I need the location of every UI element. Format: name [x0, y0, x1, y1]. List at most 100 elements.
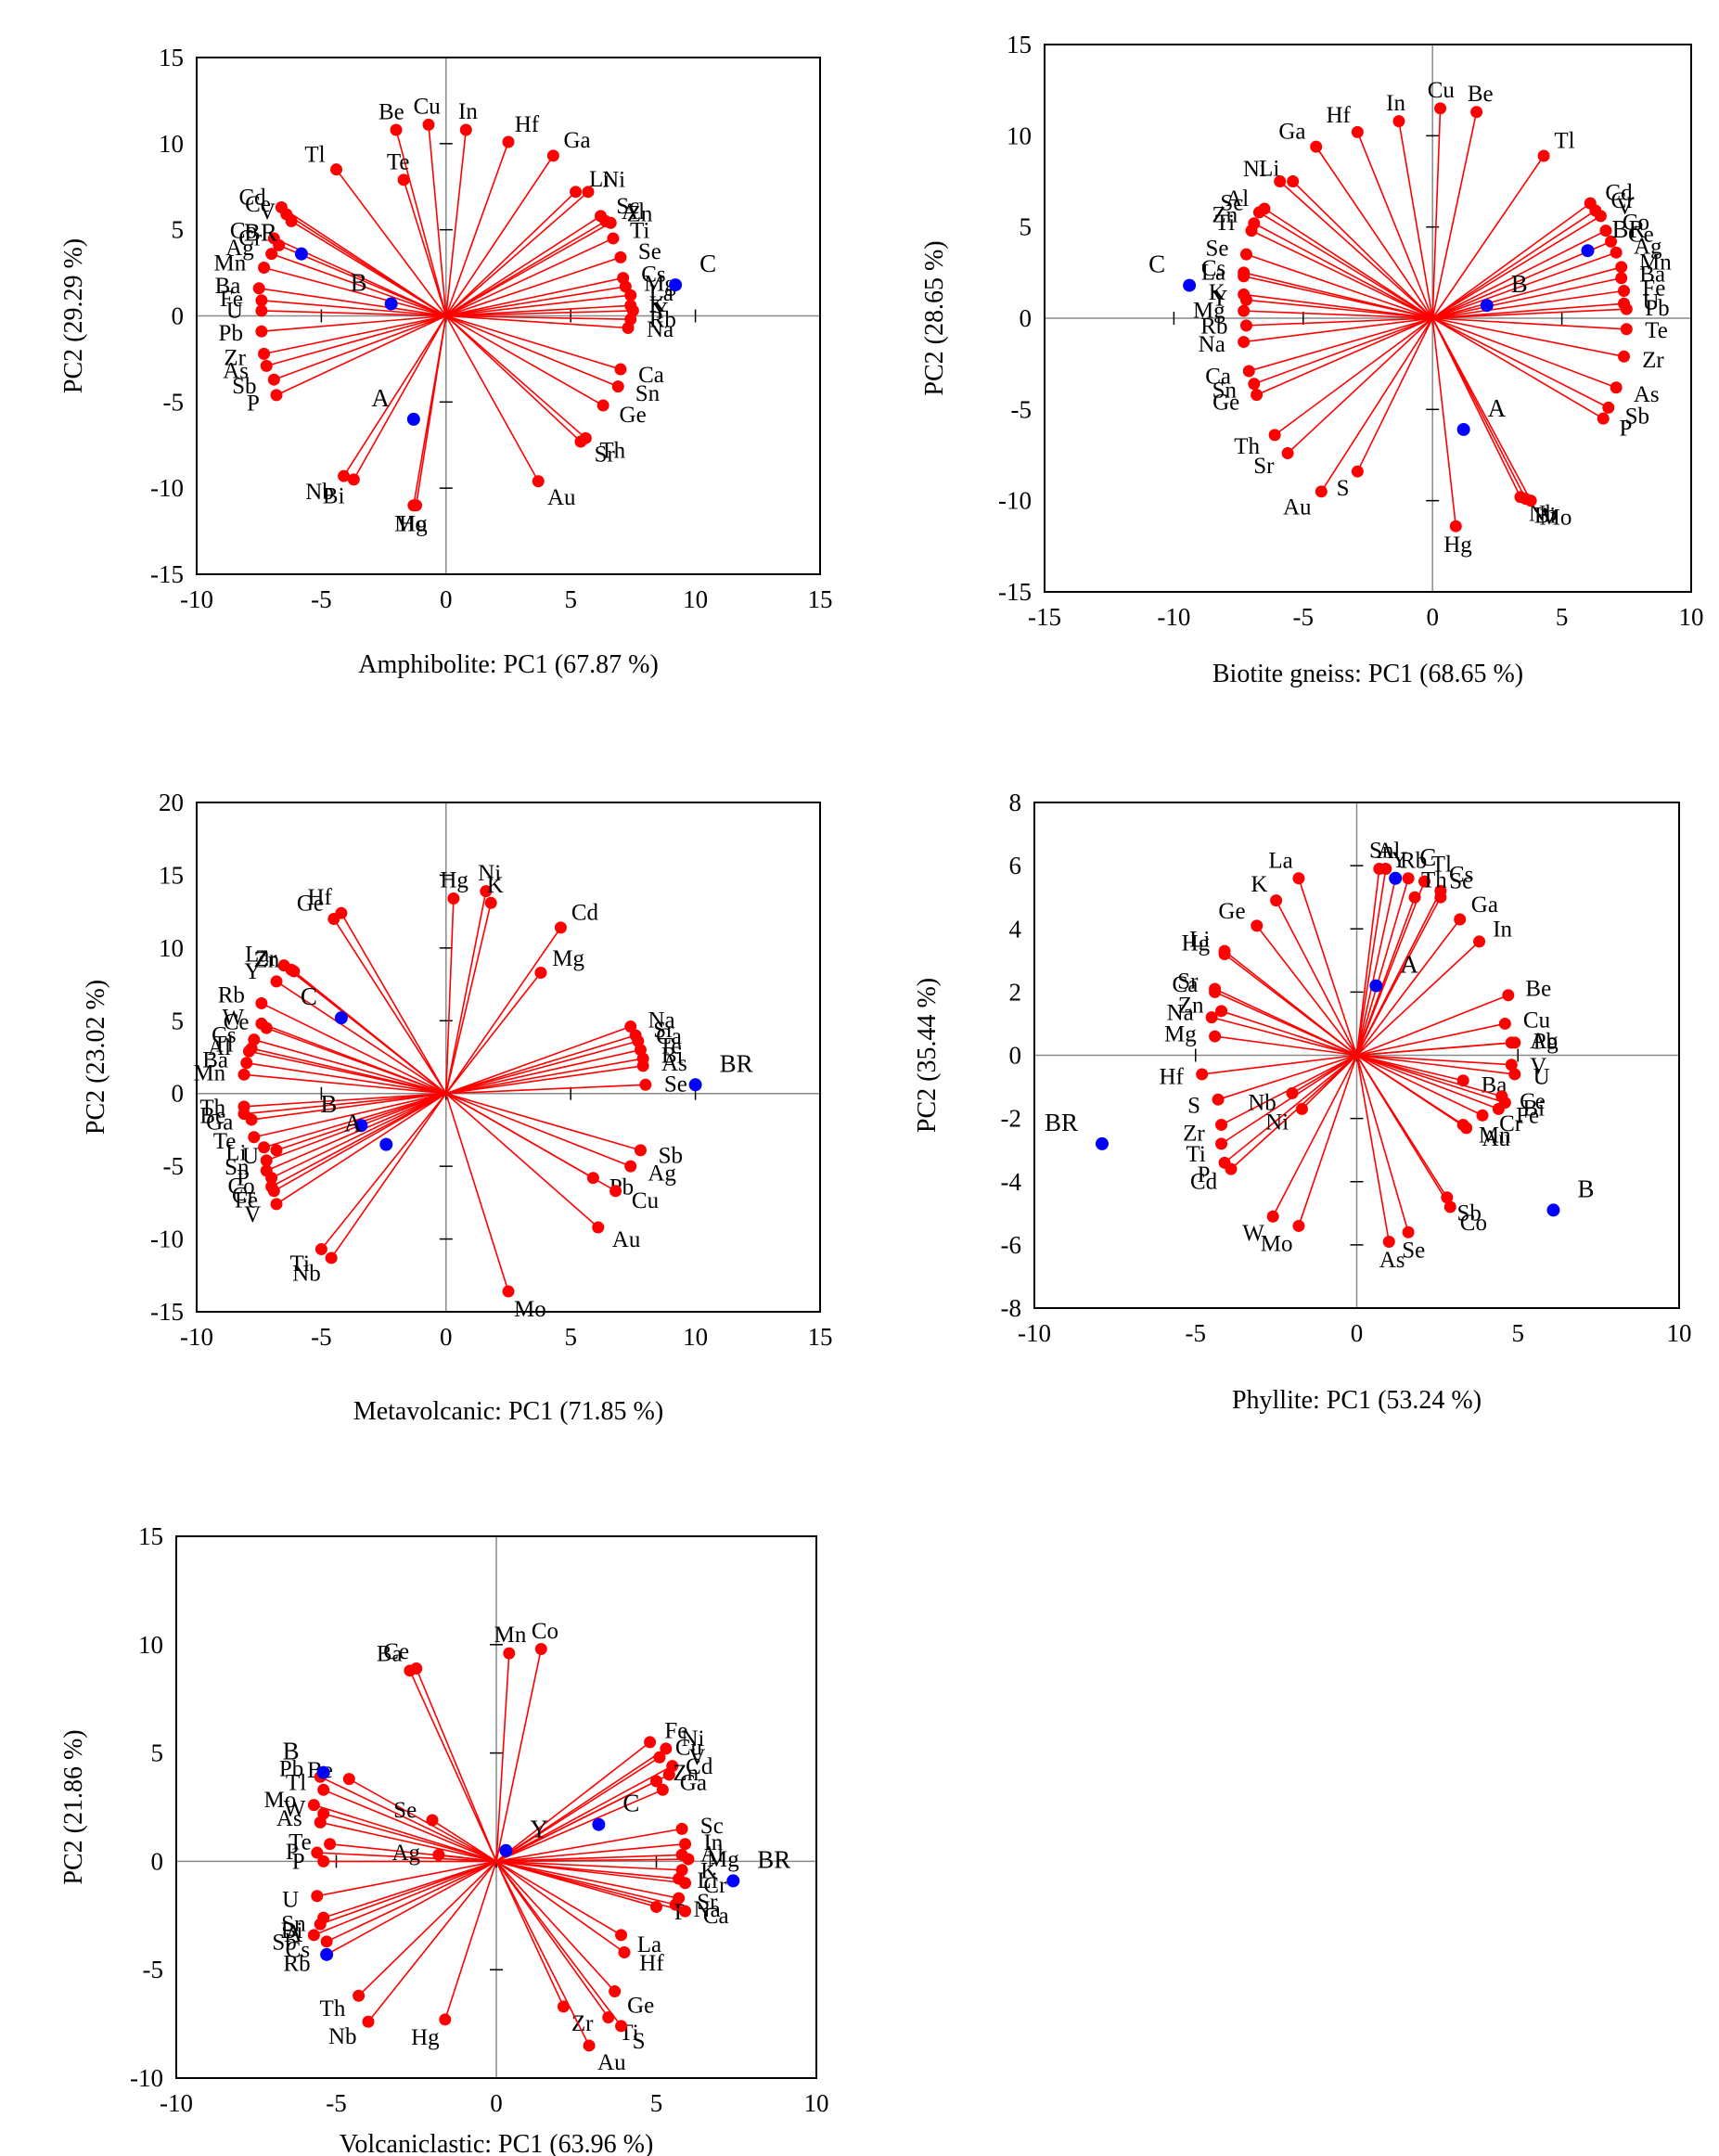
loading-point	[255, 304, 268, 317]
loading-label: Ni	[1243, 157, 1266, 182]
loading-label: Ti	[290, 1251, 310, 1277]
loading-label: Ge	[620, 403, 647, 428]
loading-vector	[1224, 1054, 1358, 1163]
loading-label: Al	[700, 1842, 724, 1867]
loading-vector	[495, 1861, 590, 2047]
loading-vector	[445, 1092, 641, 1151]
loading-point	[1270, 894, 1283, 907]
loading-vector	[409, 1670, 497, 1862]
loading-label: Se	[1402, 1238, 1425, 1263]
loading-label: Cd	[686, 1754, 713, 1779]
loading-vector	[1298, 878, 1358, 1056]
loading-label: Na	[1199, 332, 1225, 357]
loading-point	[1524, 494, 1537, 507]
loading-vector	[1246, 253, 1433, 319]
loading-point	[307, 1929, 320, 1942]
loading-vector	[1243, 293, 1433, 319]
loading-label: Cu	[1523, 1007, 1551, 1033]
loading-label: La	[637, 1932, 661, 1957]
x-tick-label: 0	[1426, 603, 1439, 631]
y-axis-label: PC2 (28.65 %)	[920, 240, 949, 395]
loading-label: Ni	[478, 861, 501, 886]
loading-point	[1252, 206, 1265, 219]
loading-label: Te	[659, 1033, 682, 1059]
loading-point	[314, 1918, 327, 1931]
loading-label: Zn	[1178, 994, 1204, 1019]
loading-vector	[1301, 1054, 1358, 1110]
loading-label: Nb	[305, 480, 334, 505]
loading-point	[426, 1814, 439, 1827]
x-tick-label: 10	[804, 2089, 829, 2117]
x-tick-label: 5	[650, 2089, 663, 2117]
loading-label: Ti	[1186, 1142, 1205, 1167]
loading-label: Co	[227, 1174, 254, 1199]
loading-label: Ba	[202, 1048, 228, 1073]
loading-label: Ge	[297, 892, 324, 917]
x-tick-label: -5	[311, 1323, 332, 1351]
x-tick-label: 10	[1679, 603, 1704, 631]
loading-point	[503, 1647, 516, 1660]
loading-label: Hg	[1182, 930, 1211, 956]
loading-point	[682, 1853, 695, 1866]
loading-vector	[342, 315, 447, 477]
score-point	[1369, 979, 1383, 993]
y-tick-label: 15	[1007, 31, 1032, 58]
score-point	[316, 1765, 330, 1779]
loading-vector	[445, 191, 577, 317]
loading-label: Rb	[1200, 314, 1227, 340]
loading-vector	[319, 1860, 497, 1925]
loading-vector	[1243, 310, 1433, 319]
loading-vector	[445, 314, 582, 443]
loading-vector	[495, 1789, 663, 1863]
loading-vector	[265, 1027, 447, 1095]
loading-label: Ga	[1471, 892, 1498, 918]
loading-vector	[1356, 1054, 1515, 1075]
loading-label: Mn	[193, 1060, 225, 1085]
loading-point	[1434, 891, 1447, 904]
loading-vector	[445, 256, 622, 317]
loading-vector	[249, 1050, 446, 1095]
loading-label: Be	[199, 1104, 225, 1129]
loading-point	[634, 1144, 647, 1157]
loading-vector	[263, 1092, 447, 1149]
loading-point	[1615, 261, 1628, 274]
loading-vector	[1287, 317, 1433, 455]
loading-label: Cs	[212, 1022, 236, 1047]
loading-label: Se	[1206, 237, 1229, 262]
loading-label: In	[1386, 91, 1405, 116]
loading-point	[1408, 891, 1421, 904]
score-point	[726, 1874, 740, 1888]
y-tick-label: -5	[143, 1956, 164, 1983]
x-tick-label: 0	[490, 2089, 503, 2117]
score-point	[294, 247, 308, 261]
loading-point	[1292, 1219, 1305, 1232]
loading-point	[1492, 1102, 1505, 1115]
plot-frame	[196, 57, 821, 575]
loading-point	[1508, 1068, 1521, 1081]
loading-label: Na	[1167, 1001, 1194, 1026]
loading-label: Ni	[602, 168, 625, 193]
loading-vector	[261, 1002, 447, 1095]
y-tick-label: 10	[138, 1631, 163, 1659]
loading-point	[265, 248, 278, 261]
loading-point	[273, 238, 286, 251]
loading-vector	[1431, 202, 1591, 319]
loading-vector	[1246, 299, 1433, 319]
score-label: B	[283, 1738, 300, 1765]
loading-label: V	[1617, 194, 1634, 219]
loading-point	[574, 435, 587, 448]
loading-point	[342, 1773, 355, 1786]
loading-vector	[348, 1777, 497, 1863]
loading-label: P	[1198, 1162, 1211, 1187]
loading-label: As	[276, 1806, 302, 1831]
loading-label: Hg	[440, 868, 468, 893]
loading-vector	[1356, 1054, 1499, 1110]
loading-label: Ce	[1520, 1089, 1546, 1114]
loading-vector	[495, 1780, 657, 1863]
loading-point	[644, 1736, 657, 1749]
loading-point	[255, 996, 268, 1009]
loading-point	[1418, 875, 1430, 888]
loading-label: Be	[378, 100, 404, 125]
loading-point	[534, 967, 547, 980]
